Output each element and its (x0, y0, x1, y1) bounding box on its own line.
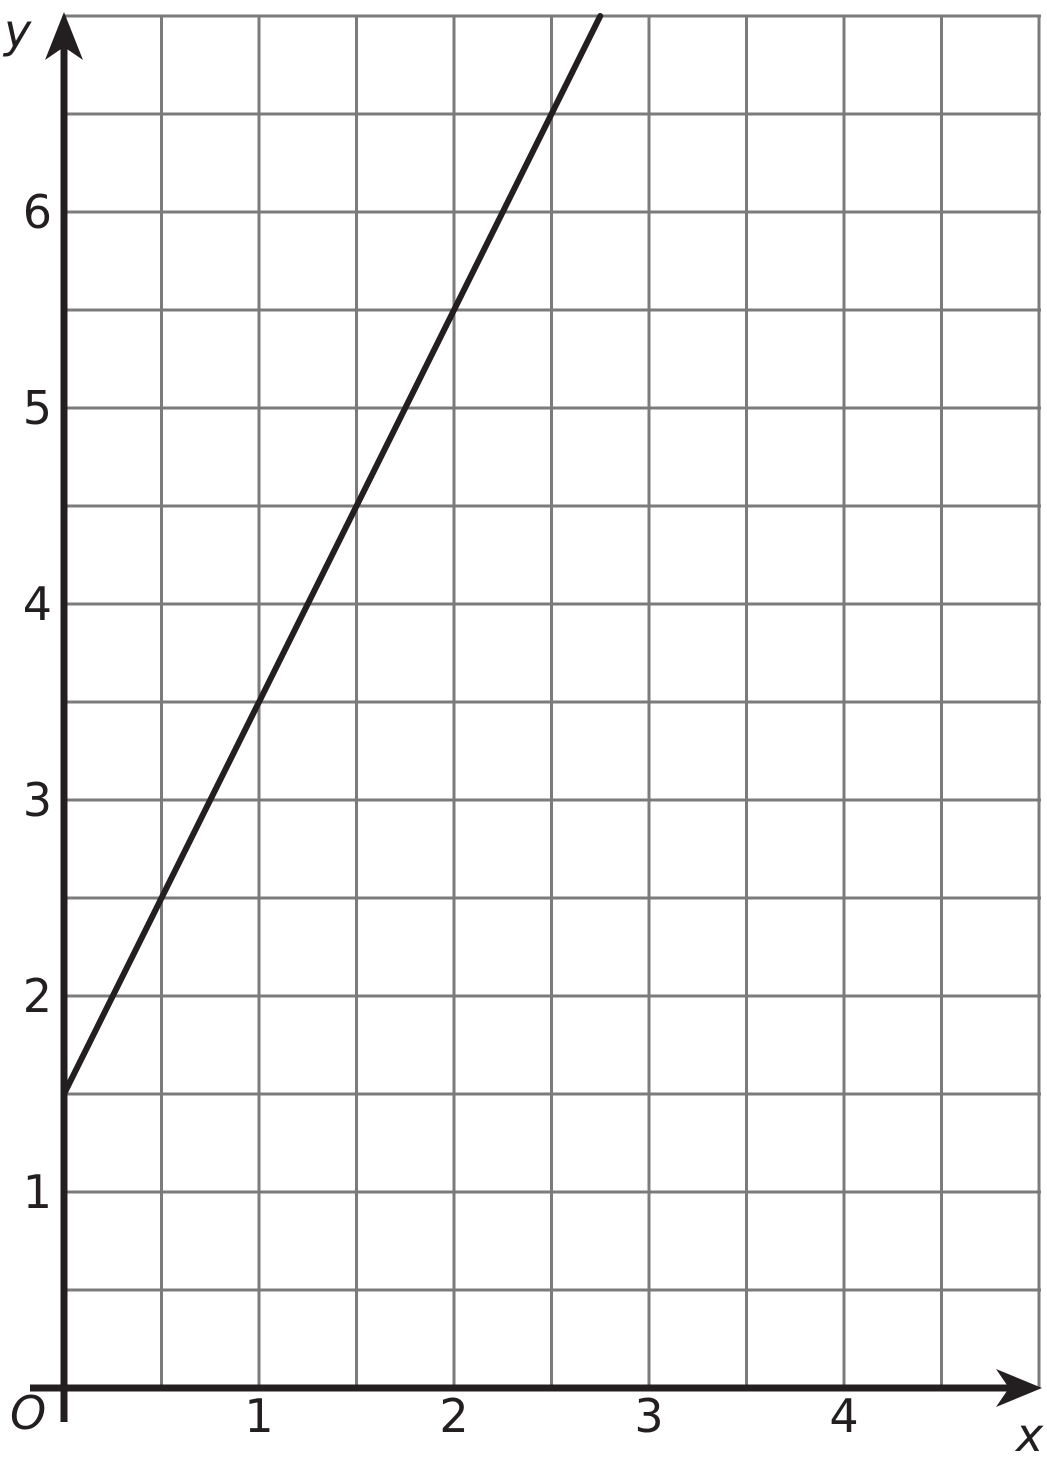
x-axis-arrow-icon (996, 1369, 1042, 1407)
x-tick-label: 1 (244, 1389, 273, 1443)
y-tick-label: 4 (23, 577, 52, 631)
y-tick-label: 6 (23, 185, 52, 239)
origin-label: O (10, 1386, 47, 1440)
plotted-line (61, 13, 604, 1097)
x-tick-label: 2 (439, 1389, 468, 1443)
y-tick-label: 3 (23, 773, 52, 827)
x-tick-label: 3 (634, 1389, 663, 1443)
y-axis-arrow-icon (45, 12, 83, 60)
y-tick-label: 2 (23, 969, 52, 1023)
x-axis-label: x (1016, 1408, 1044, 1462)
y-axis-label: y (4, 4, 32, 58)
x-tick-label: 4 (829, 1389, 858, 1443)
y-tick-label: 1 (23, 1165, 52, 1219)
y-tick-label: 5 (23, 381, 52, 435)
